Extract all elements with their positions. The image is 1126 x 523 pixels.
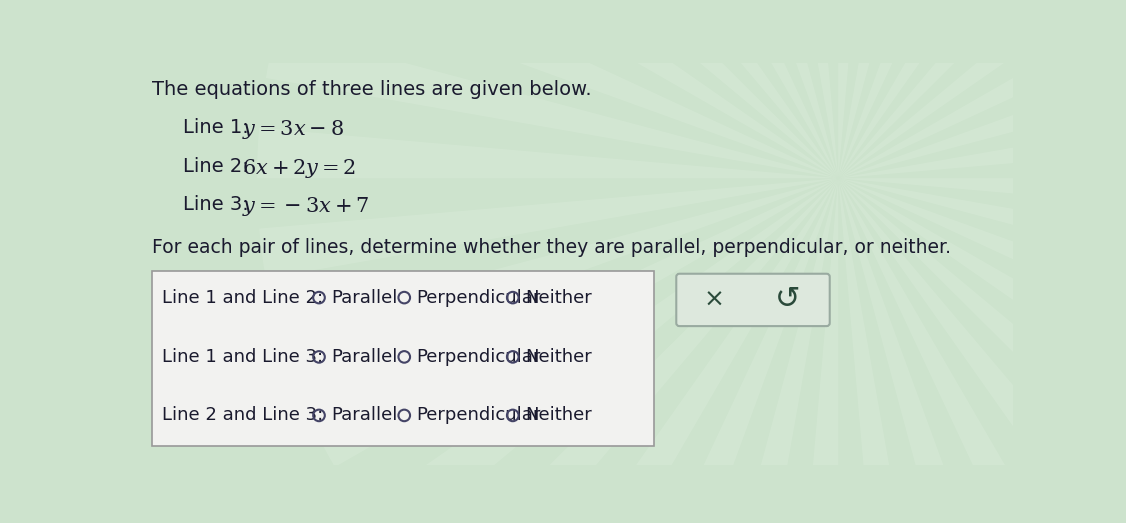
Wedge shape <box>838 0 1126 178</box>
Wedge shape <box>838 0 1126 178</box>
Text: $y = 3x-8$: $y = 3x-8$ <box>241 118 343 141</box>
Text: ↺: ↺ <box>775 286 801 314</box>
Text: Perpendicular: Perpendicular <box>417 289 540 306</box>
Text: Neither: Neither <box>525 289 592 306</box>
Wedge shape <box>688 178 838 523</box>
Wedge shape <box>838 0 989 178</box>
Text: Parallel: Parallel <box>331 289 397 306</box>
Wedge shape <box>838 178 1126 229</box>
Wedge shape <box>838 178 1126 509</box>
Wedge shape <box>393 0 838 178</box>
Wedge shape <box>504 178 838 523</box>
Wedge shape <box>259 178 838 279</box>
Wedge shape <box>838 178 1037 523</box>
Text: For each pair of lines, determine whether they are parallel, perpendicular, or n: For each pair of lines, determine whethe… <box>152 238 950 257</box>
Wedge shape <box>312 178 838 467</box>
Wedge shape <box>427 178 838 523</box>
Text: Perpendicular: Perpendicular <box>417 348 540 366</box>
Wedge shape <box>838 0 1084 178</box>
Wedge shape <box>334 0 838 178</box>
Text: $y = -3x+7$: $y = -3x+7$ <box>241 195 369 218</box>
Wedge shape <box>838 178 939 523</box>
Wedge shape <box>257 128 838 178</box>
Wedge shape <box>640 0 838 178</box>
Text: The equations of three lines are given below.: The equations of three lines are given b… <box>152 79 591 99</box>
Text: Line 2 and Line 3:: Line 2 and Line 3: <box>162 406 323 425</box>
Wedge shape <box>277 178 838 376</box>
Text: Line 1 and Line 3:: Line 1 and Line 3: <box>162 348 323 366</box>
Wedge shape <box>838 0 1126 178</box>
Wedge shape <box>838 178 1126 523</box>
Wedge shape <box>838 78 1126 178</box>
Text: Neither: Neither <box>525 406 592 425</box>
Wedge shape <box>838 178 1126 523</box>
Wedge shape <box>547 0 838 178</box>
Text: Line 1:: Line 1: <box>184 118 256 137</box>
Text: Line 2:: Line 2: <box>184 157 256 176</box>
Wedge shape <box>592 178 838 523</box>
Wedge shape <box>838 0 888 178</box>
Text: Parallel: Parallel <box>331 406 397 425</box>
FancyBboxPatch shape <box>152 271 654 446</box>
Wedge shape <box>838 0 1126 178</box>
Text: ×: × <box>704 288 725 312</box>
Wedge shape <box>292 0 838 178</box>
Text: Line 1 and Line 2:: Line 1 and Line 2: <box>162 289 323 306</box>
Wedge shape <box>465 0 838 178</box>
Text: Neither: Neither <box>525 348 592 366</box>
Text: Line 3:: Line 3: <box>184 195 256 214</box>
Wedge shape <box>838 178 1126 523</box>
Text: $6x+2y = 2$: $6x+2y = 2$ <box>241 157 356 180</box>
Text: Perpendicular: Perpendicular <box>417 406 540 425</box>
Wedge shape <box>738 0 838 178</box>
Wedge shape <box>266 29 838 178</box>
Wedge shape <box>363 178 838 523</box>
Wedge shape <box>838 178 1126 422</box>
Wedge shape <box>838 178 1126 328</box>
Wedge shape <box>787 178 838 523</box>
Text: Parallel: Parallel <box>331 348 397 366</box>
Wedge shape <box>838 0 1126 178</box>
FancyBboxPatch shape <box>677 274 830 326</box>
